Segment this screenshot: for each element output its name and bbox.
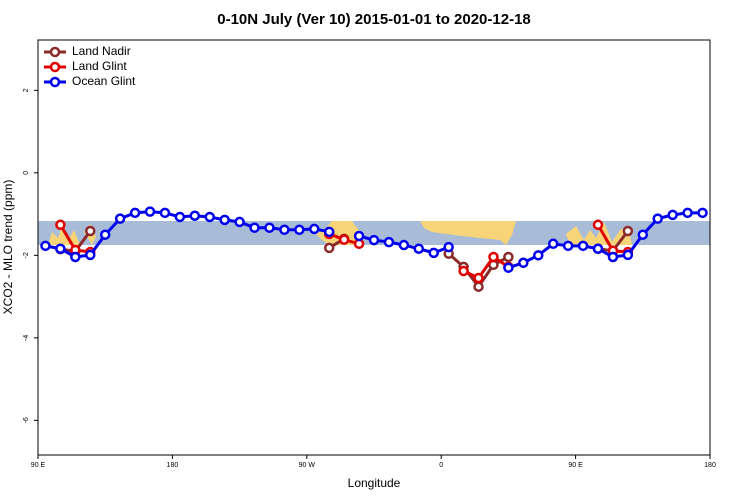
legend-marker (49, 46, 61, 58)
point (249, 222, 260, 233)
point (682, 207, 693, 219)
point (652, 213, 663, 224)
point (622, 249, 634, 261)
legend-marker (49, 61, 61, 73)
land-shape (48, 224, 96, 245)
point (70, 251, 81, 263)
y-axis-label: XCO2 - MLO trend (ppm) (1, 180, 15, 315)
point (697, 207, 708, 219)
point (174, 211, 186, 223)
point (114, 213, 126, 224)
point (40, 240, 51, 252)
point (383, 236, 395, 248)
point (473, 272, 484, 284)
point (323, 226, 335, 238)
point (144, 206, 156, 217)
legend-label: Land Glint (72, 59, 127, 73)
point (607, 251, 619, 263)
point (533, 250, 544, 261)
point (309, 223, 320, 235)
point (413, 243, 425, 254)
point (264, 222, 275, 233)
point (577, 240, 589, 252)
point (458, 265, 469, 277)
y-tick-label: 0 (23, 171, 30, 175)
point (353, 230, 365, 242)
x-tick-label: 90 E (568, 462, 583, 469)
point (85, 249, 96, 261)
point (622, 225, 634, 237)
point (473, 281, 484, 292)
point (55, 243, 66, 254)
x-axis-label: Longitude (348, 476, 401, 490)
point (443, 241, 454, 253)
y-tick-label: -6 (23, 417, 30, 423)
x-tick-label: 0 (439, 462, 443, 469)
point (234, 216, 245, 228)
point (637, 229, 649, 240)
point (547, 238, 559, 250)
point (204, 211, 215, 223)
point (428, 247, 439, 259)
point (279, 224, 290, 236)
y-tick-label: 2 (23, 88, 30, 92)
plot-frame (37, 39, 711, 456)
point (338, 234, 350, 245)
point (99, 229, 111, 240)
chart-title: 0-10N July (Ver 10) 2015-01-01 to 2020-1… (217, 11, 531, 28)
point (129, 207, 141, 219)
point (368, 234, 380, 246)
point (592, 219, 604, 231)
x-tick-label: 90 E (31, 462, 46, 469)
y-tick-label: -4 (23, 335, 30, 341)
legend-label: Ocean Glint (72, 74, 136, 88)
land-shape (420, 221, 516, 245)
land-shape (566, 222, 632, 245)
point (518, 257, 529, 269)
x-tick-label: 90 W (299, 462, 316, 469)
legend-marker (49, 76, 61, 88)
point (85, 225, 96, 237)
point (189, 210, 201, 221)
y-tick-label: -2 (23, 252, 30, 258)
point (219, 214, 230, 226)
point (398, 239, 410, 251)
point (667, 209, 678, 221)
x-tick-label: 180 (167, 462, 179, 469)
point (562, 240, 574, 252)
point (592, 243, 604, 254)
point (323, 242, 335, 254)
x-tick-label: 180 (704, 462, 716, 469)
point (159, 207, 171, 219)
point (55, 219, 66, 231)
point (294, 224, 305, 236)
point (503, 251, 514, 263)
point (488, 251, 499, 263)
legend-label: Land Nadir (72, 44, 131, 58)
point (503, 262, 514, 273)
